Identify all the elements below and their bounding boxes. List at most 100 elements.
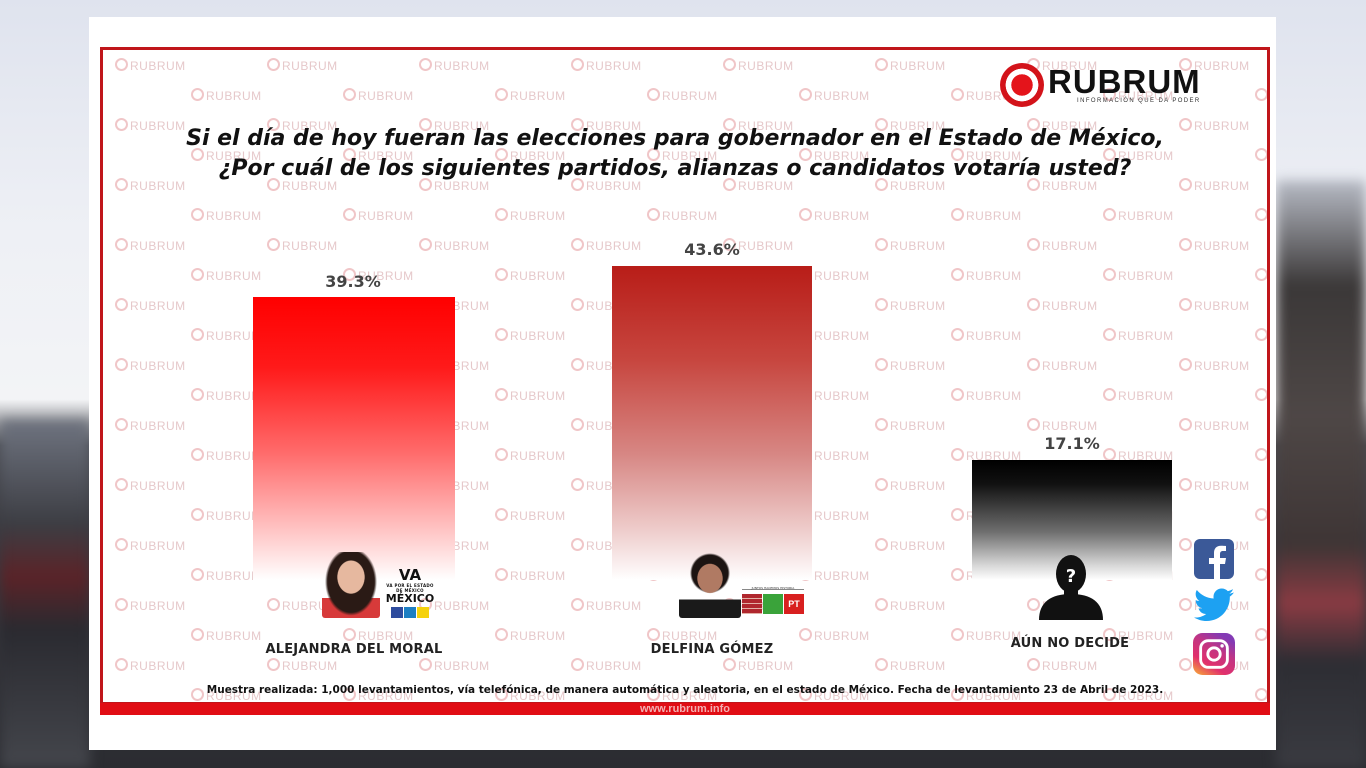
bar-delfina-gomez: [612, 266, 812, 580]
watermark-text: RUBRUM: [191, 628, 262, 643]
party-logo-icon: [417, 607, 429, 618]
watermark-text: RUBRUM: [1179, 238, 1250, 253]
alliance-logo-juntos-hacemos-historia: JUNTOS HACEMOS HISTORIA PT: [742, 586, 804, 620]
chart-title-line-1: Si el día de hoy fueran las elecciones p…: [186, 126, 1164, 151]
watermark-text: RUBRUM: [1255, 88, 1267, 103]
watermark-text: RUBRUM: [1255, 508, 1267, 523]
watermark-text: RUBRUM: [1027, 418, 1098, 433]
watermark-text: RUBRUM: [191, 88, 262, 103]
watermark-text: RUBRUM: [647, 208, 718, 223]
watermark-text: RUBRUM: [191, 268, 262, 283]
watermark-text: RUBRUM: [115, 598, 186, 613]
survey-methodology-note: Muestra realizada: 1,000 levantamientos,…: [206, 684, 1164, 696]
watermark-text: RUBRUM: [1255, 628, 1267, 643]
watermark-text: RUBRUM: [115, 238, 186, 253]
party-logo-pt-icon: PT: [784, 594, 804, 614]
watermark-text: RUBRUM: [799, 628, 870, 643]
brand-logo: RUBRUM INFORMACIÓN QUE DA PODER: [1000, 62, 1201, 108]
watermark-text: RUBRUM: [875, 658, 946, 673]
watermark-text: RUBRUM: [115, 58, 186, 73]
candidate-name: ALEJANDRA DEL MORAL: [265, 642, 443, 657]
watermark-text: RUBRUM: [1255, 568, 1267, 583]
watermark-text: RUBRUM: [495, 88, 566, 103]
party-logo-pvem-icon: [763, 594, 783, 614]
watermark-text: RUBRUM: [1179, 418, 1250, 433]
watermark-text: RUBRUM: [495, 508, 566, 523]
watermark-text: RUBRUM: [1103, 388, 1174, 403]
watermark-text: RUBRUM: [343, 628, 414, 643]
chart-title-line-2: ¿Por cuál de los siguientes partidos, al…: [218, 156, 1132, 181]
watermark-text: RUBRUM: [1103, 208, 1174, 223]
watermark-text: RUBRUM: [723, 658, 794, 673]
facebook-icon[interactable]: [1193, 539, 1235, 579]
watermark-text: RUBRUM: [191, 208, 262, 223]
watermark-text: RUBRUM: [875, 418, 946, 433]
watermark-text: RUBRUM: [1179, 358, 1250, 373]
watermark-text: RUBRUM: [951, 268, 1022, 283]
party-logo-morena-icon: [742, 594, 762, 614]
candidate-photo-delfina: [679, 552, 741, 618]
bar-value-label: 43.6%: [684, 240, 740, 259]
watermark-text: RUBRUM: [799, 88, 870, 103]
instagram-icon[interactable]: [1193, 632, 1235, 676]
bar-value-label: 39.3%: [325, 272, 381, 291]
watermark-text: RUBRUM: [1255, 208, 1267, 223]
brand-target-icon: [1000, 63, 1044, 107]
watermark-text: RUBRUM: [647, 628, 718, 643]
chart-title: Si el día de hoy fueran las elecciones p…: [140, 124, 1210, 184]
brand-tagline: INFORMACIÓN QUE DA PODER: [1077, 97, 1201, 104]
watermark-text: RUBRUM: [723, 58, 794, 73]
watermark-text: RUBRUM: [1179, 298, 1250, 313]
watermark-text: RUBRUM: [571, 658, 642, 673]
background-blur-left: [0, 420, 90, 768]
watermark-text: RUBRUM: [1255, 148, 1267, 163]
bar-value-label: 17.1%: [1044, 434, 1100, 453]
watermark-text: RUBRUM: [571, 58, 642, 73]
watermark-text: RUBRUM: [1027, 298, 1098, 313]
watermark-text: RUBRUM: [1027, 658, 1098, 673]
unknown-person-icon: ?: [1036, 552, 1106, 620]
watermark-text: RUBRUM: [343, 88, 414, 103]
candidate-name: DELFINA GÓMEZ: [650, 642, 774, 657]
watermark-text: RUBRUM: [875, 598, 946, 613]
footer-bar: www.rubrum.info: [100, 702, 1270, 715]
party-logo-icon: [391, 607, 403, 618]
watermark-text: RUBRUM: [267, 238, 338, 253]
watermark-text: RUBRUM: [115, 658, 186, 673]
watermark-text: RUBRUM: [799, 208, 870, 223]
watermark-text: RUBRUM: [115, 418, 186, 433]
alliance-logo-va-por-mexico: VA VA POR EL ESTADO DE MÉXICO MÉXICO: [384, 568, 436, 624]
watermark-text: RUBRUM: [343, 208, 414, 223]
watermark-text: RUBRUM: [115, 538, 186, 553]
watermark-text: RUBRUM: [951, 388, 1022, 403]
watermark-text: RUBRUM: [875, 478, 946, 493]
watermark-text: RUBRUM: [1027, 238, 1098, 253]
watermark-text: RUBRUM: [875, 358, 946, 373]
watermark-text: RUBRUM: [1027, 358, 1098, 373]
watermark-text: RUBRUM: [951, 208, 1022, 223]
watermark-text: RUBRUM: [191, 448, 262, 463]
watermark-text: RUBRUM: [495, 208, 566, 223]
watermark-text: RUBRUM: [1255, 268, 1267, 283]
watermark-text: RUBRUM: [875, 58, 946, 73]
watermark-text: RUBRUM: [951, 328, 1022, 343]
watermark-text: RUBRUM: [419, 658, 490, 673]
watermark-text: RUBRUM: [495, 628, 566, 643]
watermark-text: RUBRUM: [115, 478, 186, 493]
watermark-text: RUBRUM: [419, 58, 490, 73]
website-link[interactable]: www.rubrum.info: [639, 703, 731, 715]
candidate-photo-alejandra: [322, 552, 380, 618]
watermark-text: RUBRUM: [1255, 328, 1267, 343]
candidate-name: AÚN NO DECIDE: [1010, 636, 1130, 651]
watermark-text: RUBRUM: [191, 508, 262, 523]
watermark-text: RUBRUM: [875, 298, 946, 313]
watermark-text: RUBRUM: [647, 88, 718, 103]
background-blur-right: [1276, 180, 1366, 768]
svg-text:?: ?: [1066, 566, 1076, 587]
watermark-text: RUBRUM: [875, 238, 946, 253]
brand-name: RUBRUM: [1048, 62, 1201, 100]
watermark-text: RUBRUM: [1103, 328, 1174, 343]
watermark-text: RUBRUM: [1255, 448, 1267, 463]
watermark-text: RUBRUM: [1255, 388, 1267, 403]
twitter-icon[interactable]: [1193, 584, 1235, 626]
